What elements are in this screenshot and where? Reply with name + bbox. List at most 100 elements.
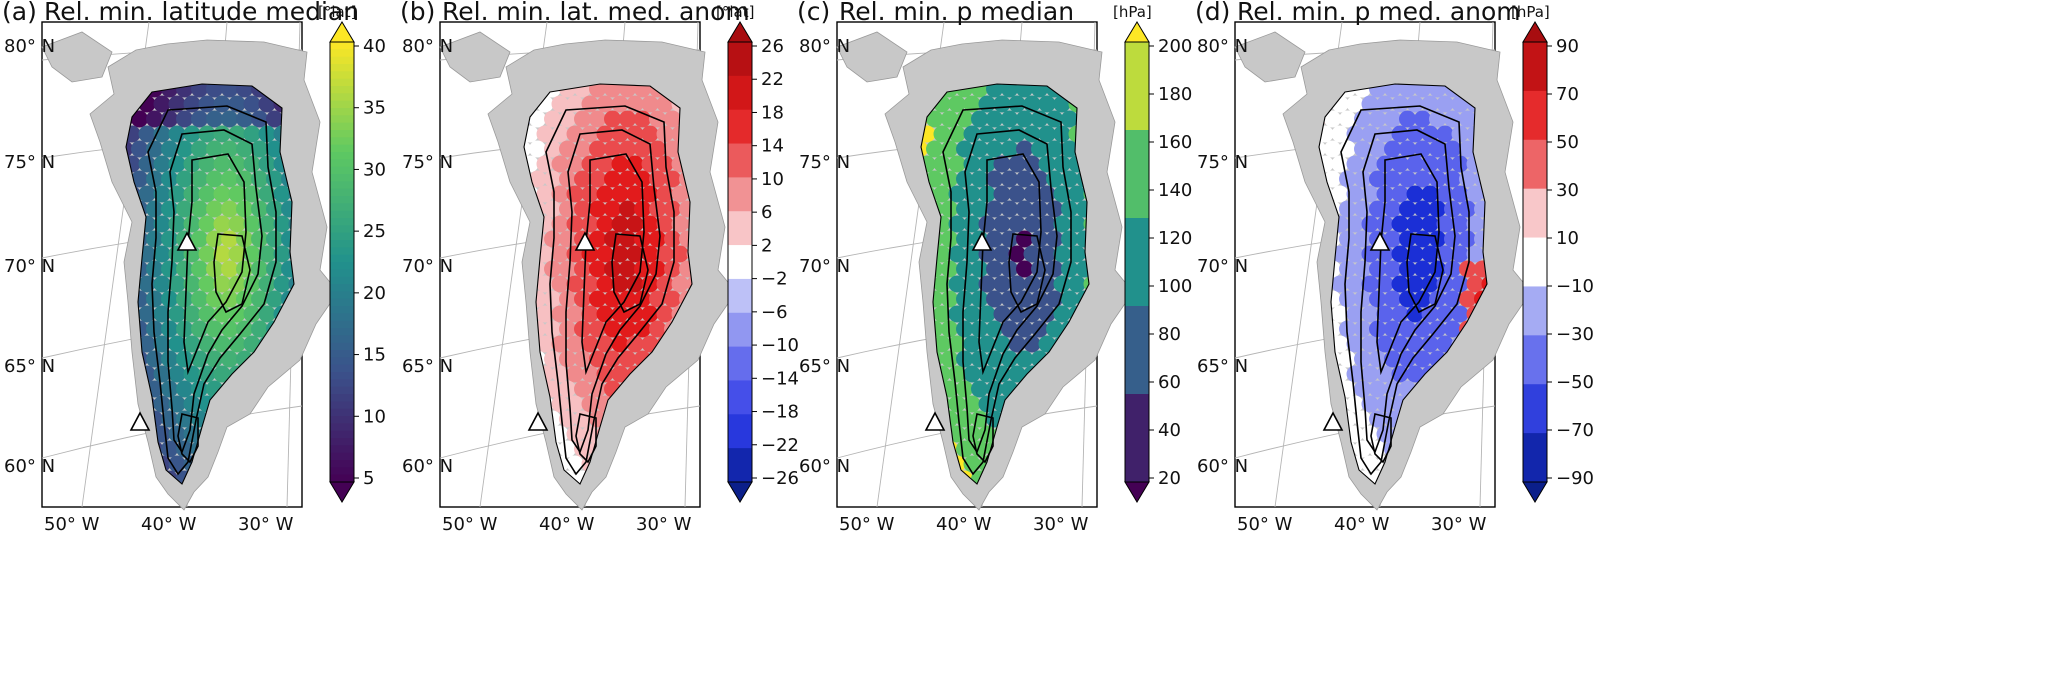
data-dot [1466, 245, 1484, 263]
data-dot [649, 200, 666, 218]
data-dot [138, 185, 156, 203]
data-dot [1319, 140, 1326, 158]
data-dot [183, 305, 201, 323]
data-dot [1099, 66, 1116, 83]
data-dot [559, 140, 576, 158]
data-dot [566, 365, 584, 383]
data-dot [986, 260, 1003, 278]
data-dot [1399, 320, 1416, 338]
colorbar-tick-label: 2 [761, 235, 772, 256]
data-dot [1354, 170, 1371, 188]
colorbar-extend-max [1522, 21, 1548, 43]
data-dot [1016, 230, 1033, 248]
data-dot [986, 140, 1003, 158]
data-dot [236, 290, 253, 308]
data-dot [619, 350, 636, 368]
data-dot [596, 305, 614, 323]
data-dot [251, 140, 268, 158]
data-dot [1429, 290, 1446, 308]
colorbar: 40 35 30 25 20 15 10 5 [329, 21, 386, 503]
data-dot [1414, 200, 1431, 218]
data-dot [649, 170, 666, 188]
data-dot [1436, 125, 1454, 143]
data-dot [649, 140, 666, 158]
data-dot [1497, 396, 1514, 413]
data-dot [963, 95, 981, 113]
colorbar-tick-label: 90 [1556, 36, 1579, 57]
data-dot [1361, 365, 1379, 383]
data-dot [596, 185, 614, 203]
colorbar-tick-label: 14 [761, 136, 784, 157]
data-dot [168, 275, 186, 293]
data-dot [1414, 110, 1431, 128]
data-dot [311, 441, 328, 458]
data-dot [1504, 471, 1521, 488]
colorbar-tick-label: 20 [1158, 468, 1181, 489]
data-dot [1008, 185, 1026, 203]
data-dot [1106, 351, 1123, 368]
south-dome-marker [527, 411, 549, 431]
data-dot [978, 305, 996, 323]
data-dot [581, 95, 599, 113]
data-dot [191, 140, 208, 158]
data-dot [1406, 155, 1424, 173]
data-dot [926, 170, 943, 188]
data-dot [1023, 185, 1041, 203]
lon-label: 50° W [1237, 514, 1293, 535]
data-dot [986, 200, 1003, 218]
summit-marker [1369, 231, 1391, 251]
data-dot [168, 95, 186, 113]
data-dot [168, 305, 186, 323]
data-dot [221, 320, 238, 338]
colorbar-tick-label: 18 [761, 102, 784, 123]
data-dot [1016, 200, 1033, 218]
data-dot [1023, 155, 1041, 173]
data-dot [1384, 140, 1401, 158]
data-dot [993, 215, 1011, 233]
data-dot [153, 215, 171, 233]
data-dot [213, 335, 231, 353]
colorbar-tick-label: −90 [1556, 468, 1594, 489]
data-dot [1369, 380, 1386, 398]
colorbar-tick-label: 100 [1158, 276, 1192, 297]
data-dot [604, 350, 621, 368]
data-dot [581, 335, 599, 353]
data-dot [198, 245, 216, 263]
data-dot [596, 245, 614, 263]
data-dot [153, 245, 171, 263]
panel-d: 80° N 75° N 70° N 65° N 60° N 50° W 40° W 30° W… [1195, 0, 1594, 535]
colorbar-unit: [°lat] [318, 3, 356, 21]
data-dot [1038, 155, 1056, 173]
data-dot [671, 185, 689, 203]
data-dot [1001, 140, 1018, 158]
data-dot [536, 275, 554, 293]
colorbar-tick-label: 15 [363, 345, 386, 366]
data-dot [566, 335, 584, 353]
data-dot [956, 140, 973, 158]
data-dot [1346, 95, 1364, 113]
data-dot [611, 305, 629, 323]
data-dot [926, 110, 943, 128]
data-dot [1346, 155, 1364, 173]
data-dot [1459, 200, 1476, 218]
data-dot [956, 200, 973, 218]
data-dot [1106, 411, 1123, 428]
data-dot [213, 245, 231, 263]
data-dot [1399, 230, 1416, 248]
data-dot [619, 110, 636, 128]
colorbar-extend-min [1124, 481, 1150, 503]
colorbar-tick-label: −70 [1556, 420, 1594, 441]
data-dot [1354, 350, 1371, 368]
data-dot [544, 290, 561, 308]
data-dot [1414, 320, 1431, 338]
data-dot [978, 275, 996, 293]
data-dot [251, 200, 268, 218]
data-dot [251, 230, 268, 248]
data-dot [228, 245, 246, 263]
data-dot [1008, 275, 1026, 293]
data-dot [1451, 215, 1469, 233]
data-dot [304, 366, 321, 383]
data-dot [963, 275, 981, 293]
summit-marker [574, 231, 596, 251]
